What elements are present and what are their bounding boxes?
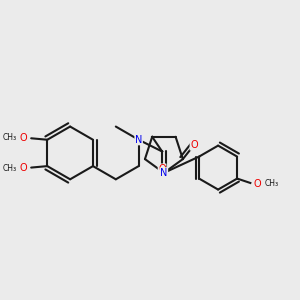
Text: O: O bbox=[190, 140, 198, 150]
Text: N: N bbox=[135, 135, 142, 145]
Text: CH₃: CH₃ bbox=[3, 133, 17, 142]
Text: O: O bbox=[19, 133, 27, 143]
Text: O: O bbox=[254, 179, 262, 189]
Text: O: O bbox=[19, 163, 27, 173]
Text: CH₃: CH₃ bbox=[3, 164, 17, 173]
Text: CH₃: CH₃ bbox=[264, 179, 278, 188]
Text: N: N bbox=[160, 168, 168, 178]
Text: O: O bbox=[158, 164, 166, 174]
Text: methoxy: methoxy bbox=[4, 137, 11, 138]
